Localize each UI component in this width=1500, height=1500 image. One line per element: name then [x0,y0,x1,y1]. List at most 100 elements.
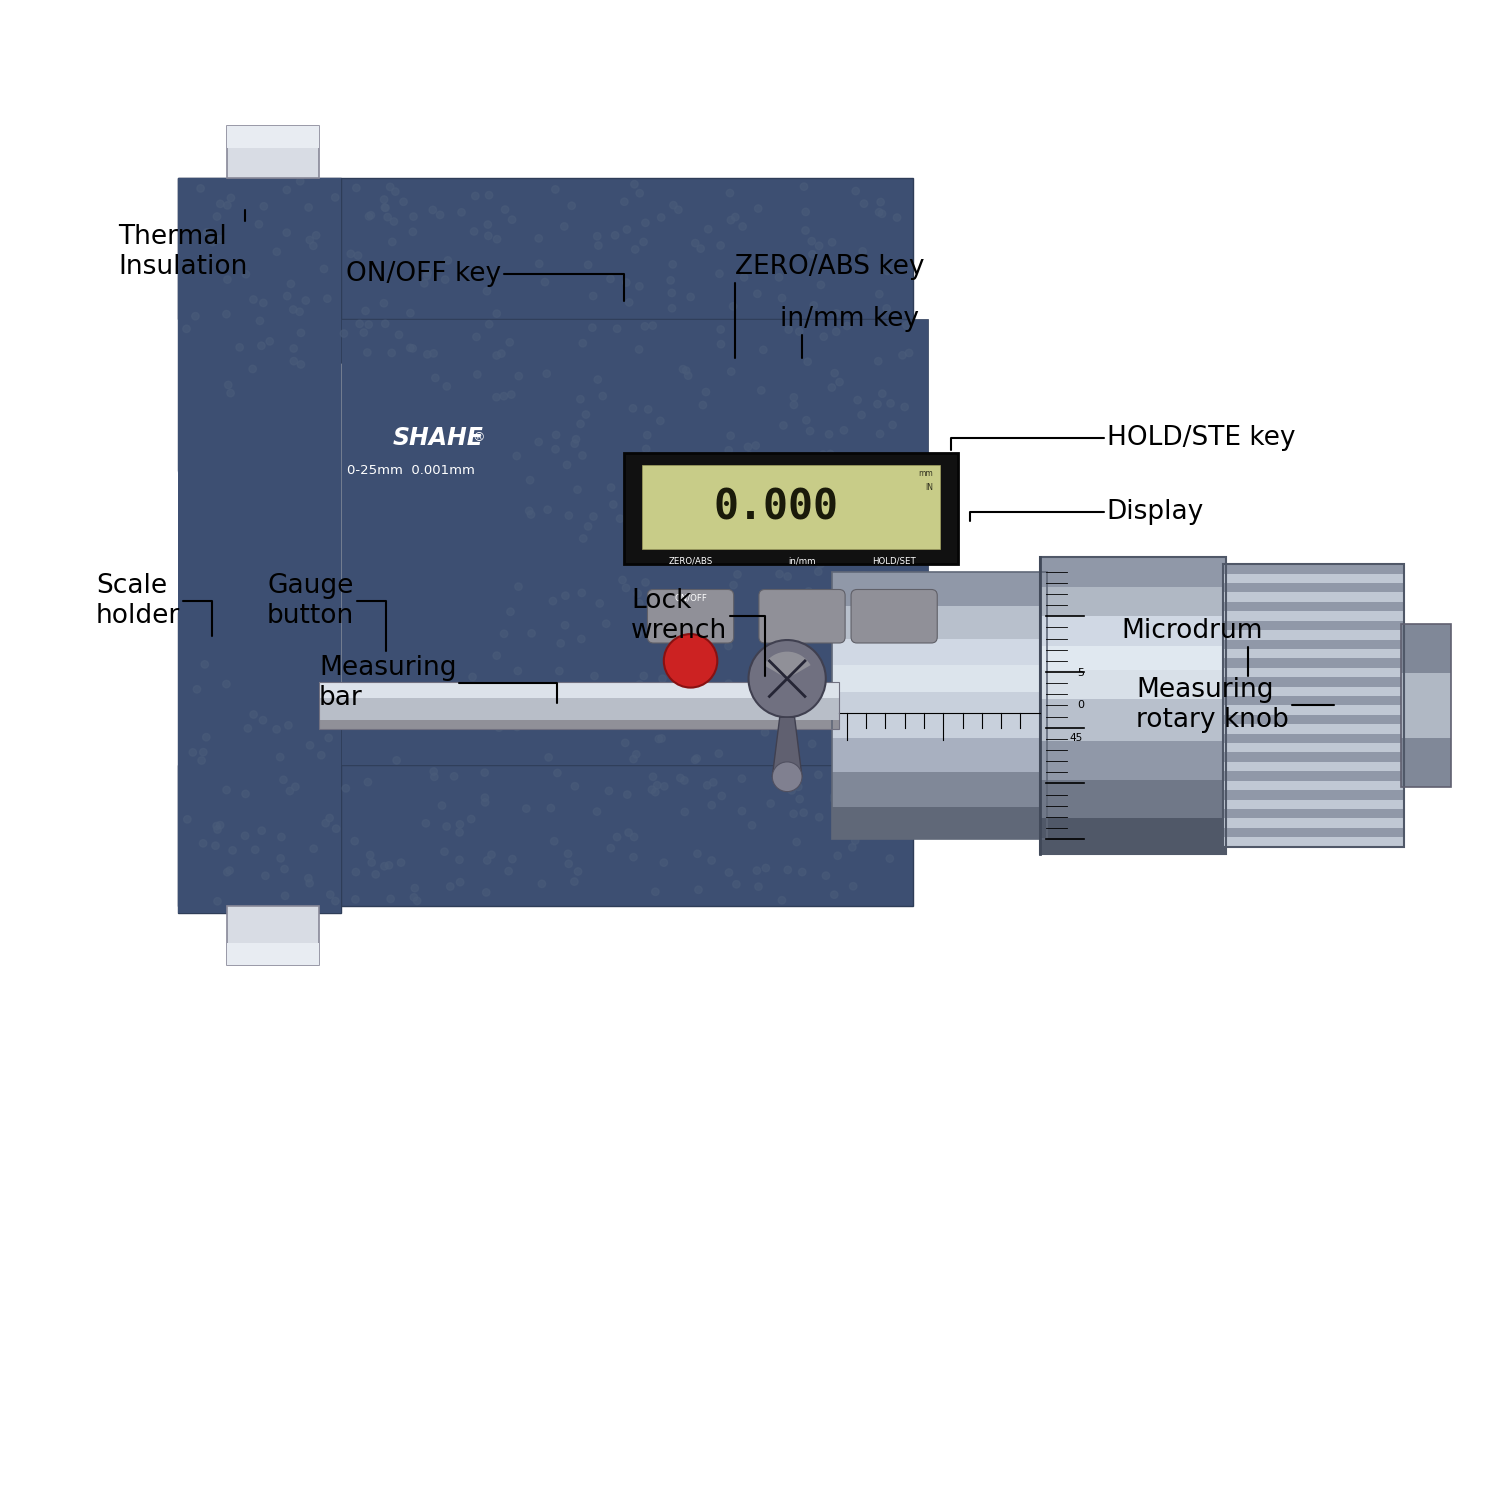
Circle shape [664,634,717,687]
Text: ZERO/ABS key: ZERO/ABS key [735,254,924,358]
Circle shape [213,213,220,220]
Circle shape [684,372,692,380]
Circle shape [249,296,256,303]
Circle shape [536,260,543,267]
Circle shape [882,544,890,552]
Circle shape [456,856,464,864]
Circle shape [692,240,699,248]
Circle shape [861,648,868,656]
Circle shape [368,211,375,219]
Text: ®: ® [472,432,484,444]
Circle shape [244,724,252,732]
Circle shape [852,188,859,195]
Circle shape [598,393,606,400]
Circle shape [842,486,849,494]
Polygon shape [1222,837,1404,846]
Circle shape [420,279,428,286]
Circle shape [482,798,489,806]
Circle shape [456,879,464,886]
Circle shape [494,310,501,318]
Circle shape [855,824,862,831]
Circle shape [224,201,231,208]
Circle shape [865,489,873,496]
Circle shape [640,322,648,330]
Circle shape [332,194,339,201]
Circle shape [796,795,804,802]
Polygon shape [1222,734,1404,742]
Circle shape [255,220,262,228]
Polygon shape [1222,716,1404,724]
Circle shape [699,402,706,410]
Circle shape [705,225,712,232]
Circle shape [748,669,756,676]
Polygon shape [1222,612,1404,621]
Text: Scale
holder: Scale holder [96,573,211,636]
Circle shape [903,777,910,784]
Circle shape [726,189,734,196]
Circle shape [810,711,818,718]
Circle shape [183,326,190,333]
Circle shape [306,879,314,886]
Circle shape [580,687,588,694]
Circle shape [591,672,598,680]
Circle shape [831,792,839,800]
Circle shape [352,184,360,192]
Circle shape [216,822,223,830]
Circle shape [782,632,789,639]
Circle shape [472,333,480,340]
Circle shape [815,771,822,778]
Circle shape [498,350,506,357]
Circle shape [564,850,572,858]
Circle shape [590,513,597,520]
Circle shape [585,522,592,530]
Circle shape [871,525,879,532]
Circle shape [660,465,668,472]
Circle shape [306,237,314,244]
Circle shape [381,862,388,870]
Circle shape [608,844,615,852]
Text: HOLD/STE key: HOLD/STE key [951,424,1294,451]
Circle shape [304,204,312,212]
Polygon shape [226,126,320,148]
Circle shape [495,724,502,732]
Circle shape [753,290,760,297]
Circle shape [200,748,207,756]
Circle shape [879,210,885,218]
Polygon shape [1040,616,1226,646]
Circle shape [242,790,249,798]
Circle shape [698,244,705,252]
Circle shape [861,200,867,207]
Circle shape [538,880,546,888]
Circle shape [388,350,396,357]
Text: HOLD/SET: HOLD/SET [873,556,916,566]
Circle shape [380,300,387,307]
Circle shape [509,216,516,223]
Circle shape [381,204,388,212]
Circle shape [430,350,438,357]
Circle shape [868,744,876,752]
Polygon shape [1222,564,1404,573]
Circle shape [386,861,393,868]
Circle shape [447,884,454,891]
Circle shape [878,198,885,206]
Circle shape [884,708,891,716]
Circle shape [818,280,825,288]
Circle shape [774,723,782,730]
Polygon shape [642,465,940,549]
Circle shape [874,400,880,408]
Circle shape [740,224,747,231]
Circle shape [648,786,656,794]
Circle shape [766,800,774,807]
Polygon shape [178,765,914,906]
Circle shape [430,772,438,780]
Circle shape [214,827,220,833]
Circle shape [396,332,402,339]
Circle shape [815,568,822,576]
Circle shape [200,840,207,848]
Circle shape [693,754,700,762]
Circle shape [306,741,314,748]
Circle shape [630,405,636,412]
Circle shape [552,446,560,453]
Circle shape [636,189,644,196]
Polygon shape [1222,705,1404,716]
